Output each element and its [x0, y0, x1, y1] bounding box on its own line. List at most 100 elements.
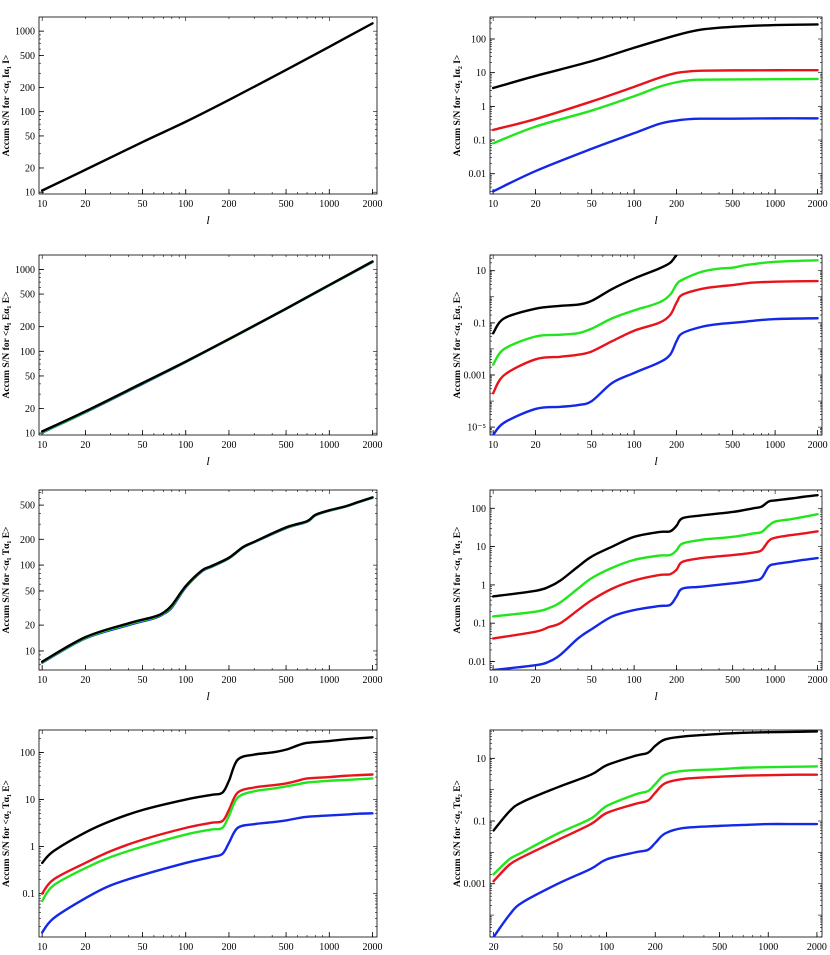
y-axis-label: Accum S/N for <α₁ Tα₂ E>	[453, 527, 463, 634]
chart-panel-2: 10 20 50 100 200 500 1000 2000 0.01 0.1 1 10 100 l Acc…	[453, 16, 828, 227]
x-tick-label: 200	[669, 675, 684, 686]
x-tick-label: 100	[178, 675, 193, 686]
y-tick-label: 10	[25, 795, 35, 806]
x-tick-label: 20	[531, 675, 541, 686]
y-tick-label: 500	[20, 51, 35, 62]
series-line-blue	[491, 317, 819, 435]
y-tick-label: 10	[25, 188, 35, 199]
y-tick-label: 100	[20, 748, 35, 759]
x-tick-label: 1000	[319, 440, 339, 451]
y-tick-label: 10	[476, 542, 486, 553]
series-line-black	[41, 22, 374, 192]
x-axis-label: l	[206, 213, 210, 227]
plot-frame	[489, 489, 823, 671]
minor-ticks	[39, 490, 377, 671]
minor-ticks	[490, 17, 822, 194]
x-tick-label: 2000	[362, 440, 382, 451]
y-tick-label: 20	[25, 163, 35, 174]
x-tick-label: 500	[279, 440, 294, 451]
x-tick-label: 50	[587, 440, 597, 451]
x-tick-label: 2000	[362, 675, 382, 686]
series-line-green	[492, 765, 819, 876]
series-line-blue	[41, 496, 374, 664]
x-tick-label: 100	[627, 440, 642, 451]
x-tick-label: 20	[80, 675, 90, 686]
y-tick-label: 100	[20, 561, 35, 572]
x-tick-label: 1000	[319, 199, 339, 210]
y-tick-label: 1000	[15, 265, 35, 276]
y-tick-label: 1	[481, 102, 486, 113]
x-tick-label: 20	[80, 199, 90, 210]
x-axis-label: l	[206, 689, 210, 703]
x-tick-label: 500	[279, 942, 294, 953]
y-axis-label: Accum S/N for <α₁ Tα₁ E>	[2, 527, 12, 634]
y-tick-label: 1000	[15, 27, 35, 38]
x-tick-label: 1000	[765, 199, 785, 210]
x-axis-label: l	[654, 454, 658, 468]
series-line-black	[41, 496, 374, 663]
x-tick-label: 2000	[808, 199, 828, 210]
y-tick-label: 500	[20, 501, 35, 512]
y-tick-label: 0.1	[23, 889, 36, 900]
x-axis-label: l	[654, 689, 658, 703]
x-axis-label: l	[206, 454, 210, 468]
x-tick-label: 20	[531, 440, 541, 451]
x-tick-label: 500	[725, 199, 740, 210]
series-line-green	[41, 496, 374, 664]
y-tick-label: 0.001	[464, 371, 487, 382]
series-line-green	[41, 777, 374, 903]
chart-panel-5: 10 20 50 100 200 500 1000 2000 10 20 50 100 200 500 l A…	[2, 489, 382, 703]
x-tick-label: 50	[587, 675, 597, 686]
x-tick-label: 20	[80, 440, 90, 451]
x-tick-label: 500	[725, 440, 740, 451]
x-tick-label: 10	[488, 440, 498, 451]
series-line-black	[492, 730, 819, 832]
x-tick-label: 100	[627, 199, 642, 210]
y-tick-label: 0.1	[474, 619, 487, 630]
y-tick-label: 10	[476, 266, 486, 277]
series-line-red	[491, 530, 819, 640]
x-tick-label: 50	[138, 199, 148, 210]
x-tick-label: 500	[725, 675, 740, 686]
y-tick-label: 100	[20, 347, 35, 358]
x-tick-label: 500	[279, 199, 294, 210]
x-tick-label: 2000	[807, 942, 827, 953]
series-line-blue	[492, 822, 819, 937]
chart-panel-6: 10 20 50 100 200 500 1000 2000 0.01 0.1 1 10 100 l Acc…	[453, 489, 828, 703]
x-tick-label: 500	[279, 675, 294, 686]
x-tick-label: 200	[648, 942, 663, 953]
x-tick-label: 1000	[765, 675, 785, 686]
y-tick-label: 0.1	[474, 817, 487, 828]
y-axis-label: Accum S/N for <α₂ Tα₂ E>	[453, 780, 463, 887]
x-tick-label: 10	[488, 199, 498, 210]
series-line-red	[41, 773, 374, 895]
y-axis-label: Accum S/N for <α₁ Eα₁ E>	[2, 292, 12, 399]
y-tick-label: 10⁻⁵	[467, 423, 486, 434]
x-tick-label: 10	[37, 675, 47, 686]
y-tick-label: 0.01	[469, 657, 487, 668]
chart-panel-1: 10 20 50 100 200 500 1000 2000 10 20 50 100 200 500 10…	[2, 16, 382, 227]
y-axis-label: Accum S/N for <α₁ Iα₁ I>	[2, 55, 12, 157]
plot-frame	[489, 16, 823, 195]
x-tick-label: 100	[178, 942, 193, 953]
x-tick-label: 10	[37, 942, 47, 953]
plot-frame	[489, 254, 823, 436]
y-axis-label: Accum S/N for <α₂ Tα₁ E>	[2, 780, 12, 887]
x-tick-label: 1000	[758, 942, 778, 953]
plot-frame	[38, 254, 378, 436]
series-line-black	[41, 260, 374, 433]
x-tick-label: 200	[669, 440, 684, 451]
plot-frame	[38, 489, 378, 671]
x-tick-label: 500	[712, 942, 727, 953]
x-tick-label: 10	[37, 440, 47, 451]
x-tick-label: 2000	[808, 440, 828, 451]
y-tick-label: 20	[25, 621, 35, 632]
x-tick-label: 10	[488, 675, 498, 686]
y-tick-label: 10	[25, 429, 35, 440]
x-tick-label: 20	[80, 942, 90, 953]
x-tick-label: 50	[138, 942, 148, 953]
y-tick-label: 100	[471, 504, 486, 515]
chart-panel-3: 10 20 50 100 200 500 1000 2000 10 20 50 100 200 500 10…	[2, 254, 382, 468]
